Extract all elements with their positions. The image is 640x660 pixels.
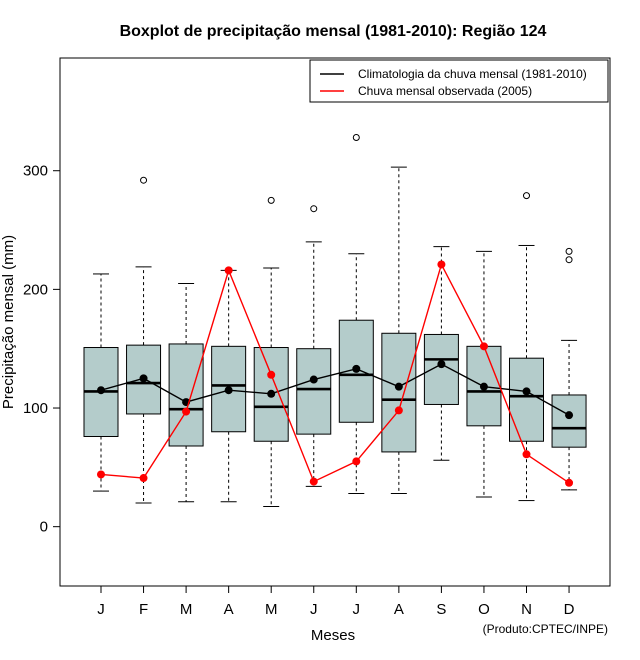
series-point [394,406,403,415]
box-10 [466,250,502,498]
box-4 [211,269,247,503]
outlier-point [523,192,530,200]
x-tick-label: A [224,601,234,618]
outlier-point [267,196,275,204]
legend-label: Climatologia da chuva mensal (1981-2010) [358,67,587,81]
x-axis-label: Meses [311,627,355,644]
series-point [437,260,446,269]
series-line [100,262,570,484]
series-point [267,370,276,379]
outlier-point [352,133,360,141]
legend-label: Chuva mensal observada (2005) [358,84,532,98]
series-point [437,360,446,369]
series-point [182,407,191,416]
series-point [224,266,233,275]
x-tick-label: O [478,601,490,618]
series-point [97,386,105,395]
box-6 [296,205,332,487]
box-1 [83,273,119,492]
series-point [522,450,531,459]
y-tick-label: 300 [23,163,48,180]
box-5 [253,196,289,508]
x-tick-label: J [97,601,105,618]
x-tick-label: S [436,601,446,618]
x-tick-label: F [139,601,148,618]
series-point [565,411,574,420]
y-axis-label: Precipitação mensal (mm) [0,235,17,409]
series-point [394,382,403,391]
series-point [139,474,148,483]
series-2 [97,260,574,487]
box-7 [338,133,374,494]
series-line [100,363,570,416]
x-tick-label: D [564,601,575,618]
chart-title: Boxplot de precipitação mensal (1981-201… [120,23,547,40]
x-tick-label: J [353,601,361,618]
box-iqr [423,333,459,405]
box-2 [126,176,162,504]
y-tick-label: 0 [40,519,48,536]
x-tick-label: N [521,601,532,618]
box-9 [423,246,459,461]
x-tick-label: M [180,601,193,618]
series-point [565,478,574,487]
box-iqr [509,357,544,442]
x-tick-label: J [310,601,318,618]
legend-box [309,59,609,103]
series-point [267,389,276,398]
outlier-point [565,247,573,255]
plot-frame [59,57,611,587]
box-group [83,133,587,508]
box-iqr [211,345,247,433]
series-point [139,374,148,383]
box-12 [551,247,587,491]
legend: Climatologia da chuva mensal (1981-2010)… [309,59,609,103]
series-lines [97,260,574,487]
box-8 [381,166,417,494]
series-point [352,364,361,373]
outlier-point [565,256,573,264]
series-1 [97,360,574,420]
box-iqr [551,394,587,448]
footnote: (Produto:CPTEC/INPE) [483,622,608,636]
series-point [479,342,488,351]
series-point [97,470,105,479]
series-point [309,477,318,486]
outlier-point [140,176,148,184]
series-point [352,457,361,466]
series-point [479,382,488,391]
y-axis: 0 100 200 300 [23,163,61,536]
outlier-point [310,205,318,213]
series-point [224,386,233,395]
x-tick-label: M [265,601,278,618]
series-point [309,375,318,384]
y-tick-label: 100 [23,400,48,417]
series-point [522,387,531,396]
box-3 [168,282,204,503]
y-tick-label: 200 [23,281,48,298]
x-tick-label: A [394,601,404,618]
box-iqr [381,332,417,453]
box-iqr [296,348,332,435]
